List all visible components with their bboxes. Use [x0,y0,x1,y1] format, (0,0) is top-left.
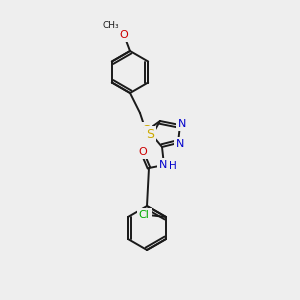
Text: CH₃: CH₃ [103,22,119,31]
Text: N: N [178,119,186,129]
Text: O: O [139,147,147,157]
Text: S: S [146,128,154,142]
Text: Cl: Cl [139,210,149,220]
Text: N: N [176,139,184,149]
Text: N: N [159,160,167,170]
Text: O: O [120,30,128,40]
Text: S: S [142,124,150,137]
Text: H: H [169,161,177,171]
